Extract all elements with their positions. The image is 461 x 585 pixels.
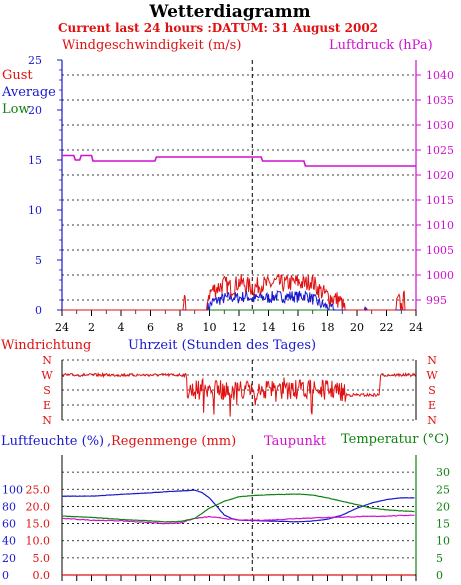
hour-tick-label: 12 xyxy=(232,321,246,334)
direction-tick-label-right: N xyxy=(427,414,437,427)
wind-direction-line xyxy=(61,371,416,417)
rain-tick-label: 15.0 xyxy=(26,518,51,531)
humidity-tick-label: 60 xyxy=(2,518,16,531)
pressure-tick-label: 1010 xyxy=(426,219,454,232)
temperature-tick-label: 5 xyxy=(436,552,443,565)
temperature-tick-label: 15 xyxy=(436,518,450,531)
direction-tick-label-right: N xyxy=(427,354,437,367)
direction-tick-label-left: N xyxy=(42,354,52,367)
hour-tick-label: 24 xyxy=(409,321,423,334)
pressure-tick-label: 1035 xyxy=(426,94,454,107)
rain-tick-label: 20.0 xyxy=(26,500,51,513)
hour-tick-label: 22 xyxy=(380,321,394,334)
rain-axis-label: Regenmenge (mm) xyxy=(111,434,236,449)
legend-average: Average xyxy=(1,85,56,100)
hour-tick-label: 24 xyxy=(55,321,69,334)
hour-tick-label: 4 xyxy=(118,321,125,334)
direction-tick-label-right: S xyxy=(428,384,436,397)
humidity-tick-label: 20 xyxy=(2,552,16,565)
temperature-tick-label: 30 xyxy=(436,466,450,479)
dewpoint-line xyxy=(61,514,415,525)
hour-tick-label: 10 xyxy=(203,321,217,334)
pressure-tick-label: 1005 xyxy=(426,244,454,257)
humidity-axis-label: Luftfeuchte (%) xyxy=(1,434,104,449)
direction-tick-label-right: W xyxy=(426,369,438,382)
pressure-line xyxy=(62,154,416,167)
wind-speed-tick-label: 25 xyxy=(28,54,42,67)
hour-tick-label: 14 xyxy=(262,321,276,334)
rain-tick-label: 5.0 xyxy=(33,552,51,565)
temperature-tick-label: 0 xyxy=(436,569,443,582)
temperature-axis-label: Temperatur (°C) xyxy=(341,432,449,447)
wind-speed-tick-label: 5 xyxy=(35,254,42,267)
pressure-tick-label: 995 xyxy=(426,294,447,307)
chart-title: Wetterdiagramm xyxy=(148,2,310,22)
wind-direction-label: Windrichtung xyxy=(1,338,91,353)
wind-speed-tick-label: 15 xyxy=(28,154,42,167)
temperature-tick-label: 20 xyxy=(436,500,450,513)
humidity-tick-label: 40 xyxy=(2,535,16,548)
rain-tick-label: 25.0 xyxy=(26,483,51,496)
pressure-tick-label: 1000 xyxy=(426,269,454,282)
wind-speed-axis-label: Windgeschwindigkeit (m/s) xyxy=(62,38,241,53)
pressure-tick-label: 1030 xyxy=(426,119,454,132)
direction-tick-label-left: N xyxy=(42,414,52,427)
humidity-tick-label: 80 xyxy=(2,500,16,513)
pressure-tick-label: 1020 xyxy=(426,169,454,182)
direction-tick-label-right: E xyxy=(428,399,436,412)
temperature-tick-label: 10 xyxy=(436,535,450,548)
humidity-tick-label: 100 xyxy=(2,483,23,496)
chart-subtitle: Current last 24 hours :DATUM: 31 August … xyxy=(58,21,378,35)
temperature-tick-label: 25 xyxy=(436,483,450,496)
time-axis-label: Uhrzeit (Stunden des Tages) xyxy=(128,338,316,353)
legend-low: Low xyxy=(2,102,30,117)
gust-wind-line xyxy=(62,273,416,311)
direction-tick-label-left: S xyxy=(43,384,51,397)
wind-speed-tick-label: 0 xyxy=(35,304,42,317)
direction-tick-label-left: W xyxy=(41,369,53,382)
pressure-tick-label: 1015 xyxy=(426,194,454,207)
direction-tick-label-left: E xyxy=(43,399,51,412)
hour-tick-label: 18 xyxy=(321,321,335,334)
pressure-tick-label: 1040 xyxy=(426,69,454,82)
wind-speed-tick-label: 10 xyxy=(28,204,42,217)
rain-tick-label: 0.0 xyxy=(33,569,51,582)
rain-comma: , xyxy=(107,434,111,449)
hour-tick-label: 8 xyxy=(177,321,184,334)
hour-tick-label: 16 xyxy=(291,321,305,334)
rain-tick-label: 10.0 xyxy=(26,535,51,548)
average-wind-line xyxy=(62,290,416,312)
wind-speed-tick-label: 20 xyxy=(28,104,42,117)
hour-tick-label: 2 xyxy=(88,321,95,334)
hour-tick-label: 6 xyxy=(147,321,154,334)
pressure-axis-label: Luftdruck (hPa) xyxy=(329,38,433,53)
hour-tick-label: 20 xyxy=(350,321,364,334)
pressure-tick-label: 1025 xyxy=(426,144,454,157)
legend-gust: Gust xyxy=(2,68,33,83)
dewpoint-axis-label: Taupunkt xyxy=(264,434,327,449)
humidity-tick-label: 0 xyxy=(2,569,9,582)
temperature-line xyxy=(61,493,415,523)
